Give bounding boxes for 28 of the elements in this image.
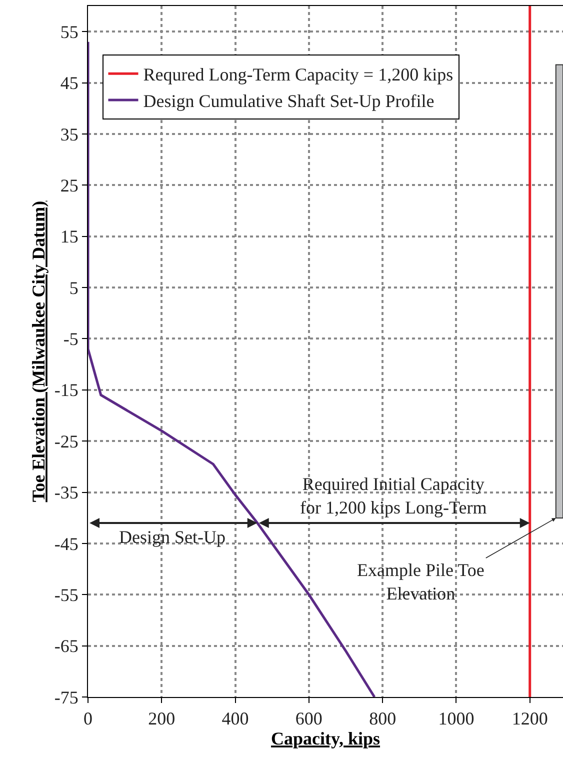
y-tick-label: -5 (63, 329, 78, 349)
x-tick-label: 1000 (438, 708, 474, 729)
y-tick-label: 15 (60, 226, 78, 247)
annotation: Required Initial Capacity for 1,200 kips Long-Term (300, 474, 487, 518)
y-tick-label: -65 (54, 636, 78, 656)
y-tick-label: 55 (60, 22, 78, 42)
y-tick-label: -75 (54, 687, 78, 708)
y-tick-label: 35 (60, 124, 78, 144)
y-tick-label: -25 (54, 431, 78, 452)
y-tick-label: -15 (54, 380, 78, 400)
y-tick-label: -45 (54, 534, 78, 554)
x-tick-label: 200 (148, 708, 176, 729)
y-tick-label: -55 (54, 584, 78, 605)
x-tick-label: 600 (295, 708, 322, 729)
x-tick-label: 400 (222, 708, 249, 729)
x-axis-title: Capacity, kips (270, 728, 380, 749)
x-tick-label: 1200 (512, 708, 548, 729)
y-tick-label: 25 (60, 175, 78, 196)
annotation: Example Pile Toe Elevation (357, 560, 484, 604)
annotation: Design Set-Up (119, 527, 226, 547)
y-tick-label: -35 (54, 482, 78, 503)
y-tick-label: 45 (60, 73, 78, 94)
legend-label: Design Cumulative Shaft Set-Up Profile (143, 90, 434, 111)
y-tick-label: 5 (69, 278, 78, 298)
x-tick-label: 0 (84, 708, 92, 729)
legend-label: Requred Long-Term Capacity = 1,200 kips (143, 64, 454, 85)
y-axis-title: Toe Elevation (Milwaukee City Datum) (28, 200, 49, 502)
x-tick-label: 800 (369, 708, 396, 729)
